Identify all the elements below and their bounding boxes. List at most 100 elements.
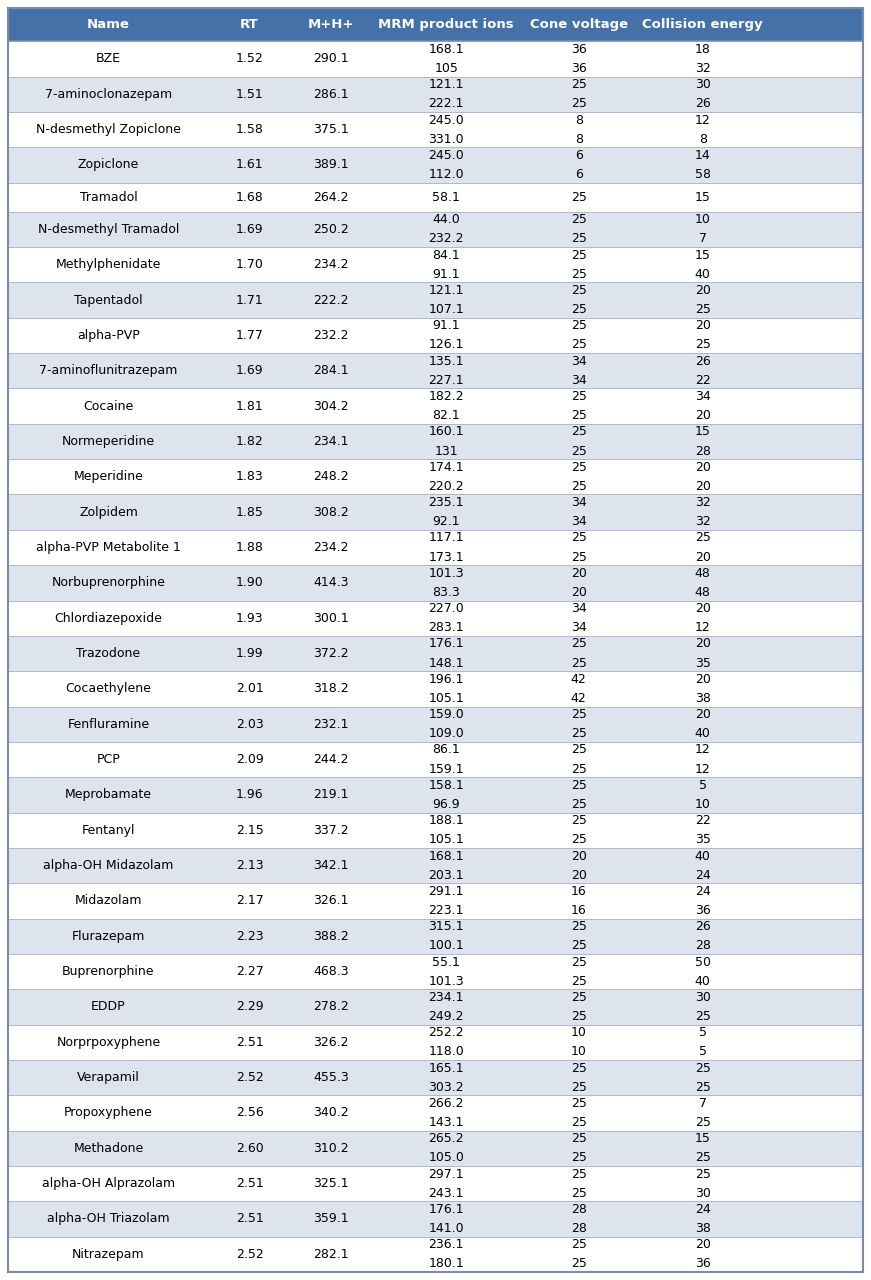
Text: 15: 15: [695, 191, 711, 204]
Text: 158.1: 158.1: [429, 778, 464, 792]
Text: 265.2: 265.2: [429, 1133, 464, 1146]
Text: 20: 20: [695, 320, 711, 333]
Bar: [8, 317, 863, 353]
Text: 266.2: 266.2: [429, 1097, 464, 1110]
Text: 25: 25: [571, 248, 587, 261]
Text: Propoxyphene: Propoxyphene: [64, 1106, 152, 1120]
Bar: [8, 388, 863, 424]
Text: 28: 28: [571, 1203, 587, 1216]
Text: 10: 10: [571, 1027, 587, 1039]
Text: 220.2: 220.2: [429, 480, 464, 493]
Text: 2.52: 2.52: [236, 1071, 263, 1084]
Text: 118.0: 118.0: [429, 1046, 464, 1059]
Text: 18: 18: [695, 44, 711, 56]
Text: 20: 20: [695, 550, 711, 563]
Text: 25: 25: [571, 727, 587, 740]
Bar: [8, 1202, 863, 1236]
Bar: [8, 530, 863, 566]
Text: 168.1: 168.1: [429, 44, 464, 56]
Text: 20: 20: [695, 480, 711, 493]
Text: 25: 25: [571, 1061, 587, 1075]
Text: 109.0: 109.0: [429, 727, 464, 740]
Text: 176.1: 176.1: [429, 1203, 464, 1216]
Text: 455.3: 455.3: [313, 1071, 348, 1084]
Text: alpha-OH Alprazolam: alpha-OH Alprazolam: [42, 1178, 175, 1190]
Text: 20: 20: [571, 567, 587, 580]
Bar: [8, 283, 863, 317]
Text: 243.1: 243.1: [429, 1187, 464, 1199]
Text: 2.23: 2.23: [236, 929, 263, 943]
Text: 24: 24: [695, 869, 711, 882]
Text: 2.01: 2.01: [236, 682, 263, 695]
Bar: [8, 41, 863, 77]
Text: 5: 5: [699, 1027, 706, 1039]
Text: 222.1: 222.1: [429, 97, 464, 110]
Text: 42: 42: [571, 692, 586, 705]
Text: 2.09: 2.09: [236, 753, 263, 765]
Text: alpha-OH Triazolam: alpha-OH Triazolam: [47, 1212, 170, 1225]
Text: 20: 20: [571, 586, 587, 599]
Bar: [8, 813, 863, 847]
Text: 25: 25: [571, 390, 587, 403]
Text: 2.15: 2.15: [236, 824, 263, 837]
Text: 5: 5: [699, 1046, 706, 1059]
Text: 25: 25: [571, 1010, 587, 1023]
Text: 25: 25: [571, 1097, 587, 1110]
Text: 331.0: 331.0: [429, 133, 464, 146]
Text: 25: 25: [571, 191, 587, 204]
Text: 12: 12: [695, 621, 711, 634]
Text: 25: 25: [571, 797, 587, 812]
Text: 1.51: 1.51: [236, 88, 263, 101]
Text: 180.1: 180.1: [429, 1257, 464, 1270]
Text: 40: 40: [695, 268, 711, 280]
Text: 245.0: 245.0: [429, 148, 464, 161]
Bar: [8, 636, 863, 671]
Bar: [8, 600, 863, 636]
Text: 25: 25: [571, 410, 587, 422]
Text: 25: 25: [571, 338, 587, 352]
Text: 234.2: 234.2: [313, 541, 348, 554]
Text: 1.90: 1.90: [236, 576, 263, 589]
Text: Normeperidine: Normeperidine: [62, 435, 155, 448]
Text: Cone voltage: Cone voltage: [530, 18, 628, 31]
Text: 252.2: 252.2: [429, 1027, 464, 1039]
Text: 40: 40: [695, 974, 711, 988]
Text: Fenfluramine: Fenfluramine: [67, 718, 150, 731]
Text: 25: 25: [571, 991, 587, 1004]
Text: 20: 20: [695, 1238, 711, 1252]
Text: 35: 35: [695, 657, 711, 669]
Text: 117.1: 117.1: [429, 531, 464, 544]
Bar: [8, 883, 863, 919]
Text: 50: 50: [695, 956, 711, 969]
Text: 1.99: 1.99: [236, 646, 263, 660]
Text: Trazodone: Trazodone: [77, 646, 140, 660]
Text: Nitrazepam: Nitrazepam: [72, 1248, 145, 1261]
Text: 26: 26: [695, 355, 711, 367]
Text: Methylphenidate: Methylphenidate: [56, 259, 161, 271]
Text: 7: 7: [699, 233, 706, 246]
Text: 318.2: 318.2: [313, 682, 348, 695]
Text: 141.0: 141.0: [429, 1222, 464, 1235]
Text: 414.3: 414.3: [313, 576, 348, 589]
Text: 34: 34: [571, 374, 586, 387]
Text: 20: 20: [695, 602, 711, 616]
Text: Norbuprenorphine: Norbuprenorphine: [51, 576, 165, 589]
Text: 160.1: 160.1: [429, 425, 464, 439]
Text: 182.2: 182.2: [429, 390, 464, 403]
Text: 203.1: 203.1: [429, 869, 464, 882]
Text: 2.60: 2.60: [236, 1142, 263, 1155]
Text: 2.03: 2.03: [236, 718, 263, 731]
Text: 25: 25: [695, 1116, 711, 1129]
Text: 20: 20: [695, 461, 711, 474]
Text: 28: 28: [571, 1222, 587, 1235]
Text: 34: 34: [571, 355, 586, 367]
Text: M+H+: M+H+: [307, 18, 354, 31]
Text: Meprobamate: Meprobamate: [65, 788, 152, 801]
Text: 8: 8: [575, 133, 583, 146]
Text: 278.2: 278.2: [313, 1001, 348, 1014]
Text: 264.2: 264.2: [313, 191, 348, 204]
Text: 25: 25: [571, 425, 587, 439]
Text: 159.0: 159.0: [429, 708, 464, 721]
Text: 223.1: 223.1: [429, 904, 464, 916]
Text: 25: 25: [571, 268, 587, 280]
